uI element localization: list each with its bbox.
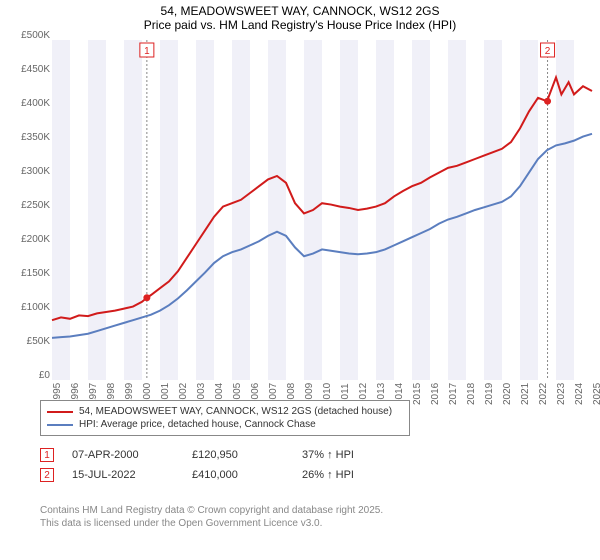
row-pct: 26% ↑ HPI xyxy=(302,469,392,481)
plot-svg: 12 xyxy=(52,40,592,380)
row-price: £410,000 xyxy=(192,469,302,481)
legend-label: 54, MEADOWSWEET WAY, CANNOCK, WS12 2GS (… xyxy=(79,406,392,417)
row-marker-icon: 1 xyxy=(40,448,54,462)
row-marker-icon: 2 xyxy=(40,468,54,482)
y-axis: £0£50K£100K£150K£200K£250K£300K£350K£400… xyxy=(0,35,50,385)
chart-container: 54, MEADOWSWEET WAY, CANNOCK, WS12 2GS P… xyxy=(0,0,600,560)
row-price: £120,950 xyxy=(192,449,302,461)
legend-swatch xyxy=(47,411,73,413)
chart-area: £0£50K£100K£150K£200K£250K£300K£350K£400… xyxy=(22,40,592,390)
table-row: 2 15-JUL-2022 £410,000 26% ↑ HPI xyxy=(40,465,392,485)
footer-line: Contains HM Land Registry data © Crown c… xyxy=(40,504,383,517)
row-date: 07-APR-2000 xyxy=(72,449,192,461)
row-pct: 37% ↑ HPI xyxy=(302,449,392,461)
legend-item: 54, MEADOWSWEET WAY, CANNOCK, WS12 2GS (… xyxy=(47,405,403,418)
svg-text:1: 1 xyxy=(144,46,150,57)
footer-line: This data is licensed under the Open Gov… xyxy=(40,517,383,530)
chart-title: 54, MEADOWSWEET WAY, CANNOCK, WS12 2GS xyxy=(0,4,600,18)
svg-text:2: 2 xyxy=(545,46,551,57)
row-date: 15-JUL-2022 xyxy=(72,469,192,481)
title-area: 54, MEADOWSWEET WAY, CANNOCK, WS12 2GS P… xyxy=(0,0,600,34)
legend-swatch xyxy=(47,424,73,426)
legend: 54, MEADOWSWEET WAY, CANNOCK, WS12 2GS (… xyxy=(40,400,410,436)
legend-label: HPI: Average price, detached house, Cann… xyxy=(79,419,316,430)
legend-item: HPI: Average price, detached house, Cann… xyxy=(47,418,403,431)
chart-subtitle: Price paid vs. HM Land Registry's House … xyxy=(0,18,600,32)
footer: Contains HM Land Registry data © Crown c… xyxy=(40,504,383,530)
transaction-table: 1 07-APR-2000 £120,950 37% ↑ HPI 2 15-JU… xyxy=(40,445,392,485)
table-row: 1 07-APR-2000 £120,950 37% ↑ HPI xyxy=(40,445,392,465)
